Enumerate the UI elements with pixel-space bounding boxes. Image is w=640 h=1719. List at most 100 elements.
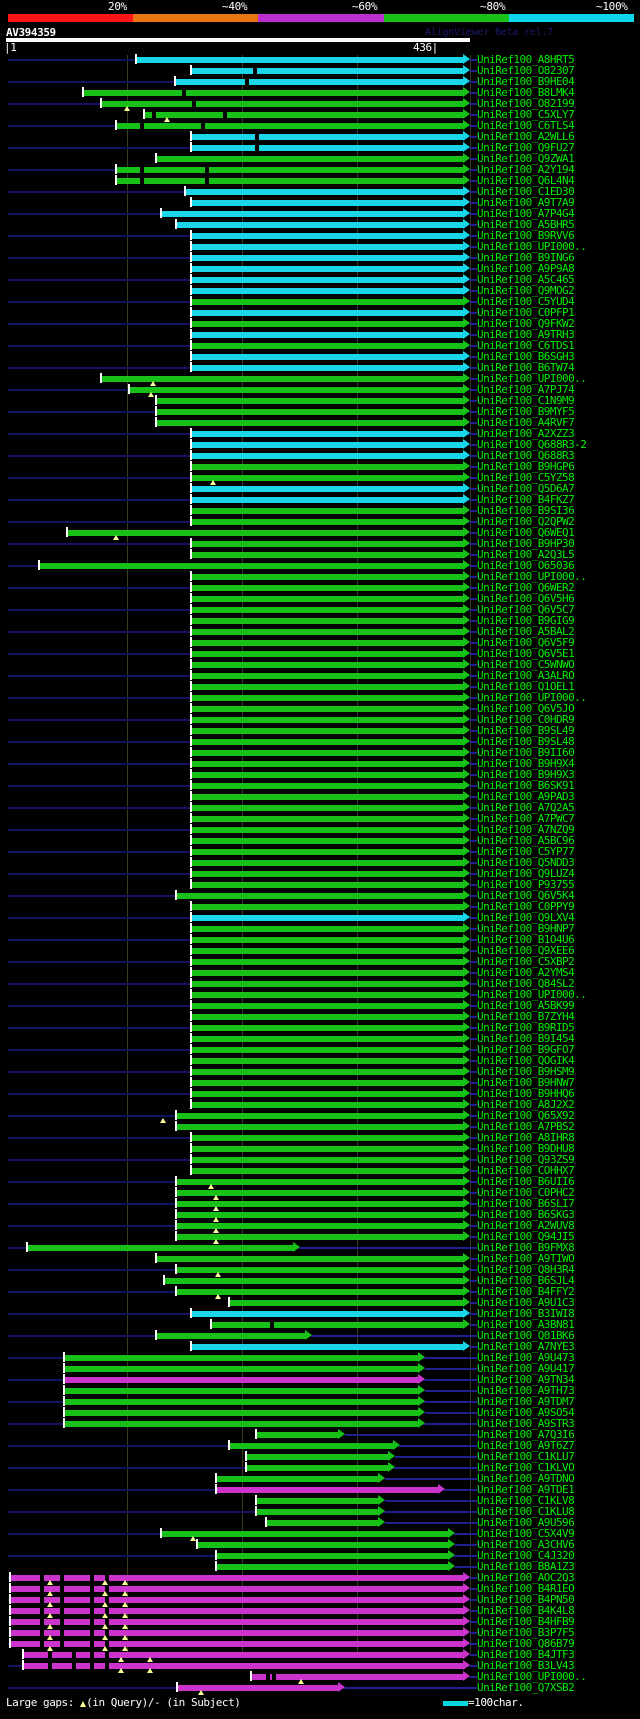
hit-label[interactable]: UniRef100_B3IWI8 xyxy=(477,1307,575,1320)
hsp-bar[interactable] xyxy=(250,1674,463,1680)
hit-label[interactable]: UniRef100_B6SLI7 xyxy=(477,1197,575,1210)
hsp-bar[interactable] xyxy=(190,1069,463,1075)
hit-label[interactable]: UniRef100_A4RVF7 xyxy=(477,416,575,429)
hit-label[interactable]: UniRef100_A2WLL6 xyxy=(477,130,575,143)
alignment-row[interactable]: UniRef100_C0HDR9 xyxy=(0,713,640,726)
hit-label[interactable]: UniRef100_B9FMX8 xyxy=(477,1241,575,1254)
hsp-bar[interactable] xyxy=(115,167,463,173)
hit-label[interactable]: UniRef100_B9MYF5 xyxy=(477,405,575,418)
hit-label[interactable]: UniRef100_Q6L4N4 xyxy=(477,174,575,187)
alignment-row[interactable]: UniRef100_C6TLS4 xyxy=(0,119,640,132)
hsp-bar[interactable] xyxy=(63,1421,418,1427)
hsp-bar[interactable] xyxy=(215,1487,438,1493)
hit-label[interactable]: UniRef100_C5YZ58 xyxy=(477,471,575,484)
hsp-bar[interactable] xyxy=(190,1146,463,1152)
hsp-bar[interactable] xyxy=(22,1663,463,1669)
alignment-row[interactable]: UniRef100_Q9XEE6 xyxy=(0,944,640,957)
alignment-row[interactable]: UniRef100_B9SL48 xyxy=(0,735,640,748)
alignment-row[interactable]: UniRef100_B9SL49 xyxy=(0,724,640,737)
alignment-row[interactable]: UniRef100_A9TN34 xyxy=(0,1373,640,1386)
hsp-bar[interactable] xyxy=(9,1597,463,1603)
hsp-bar[interactable] xyxy=(9,1619,463,1625)
hsp-bar[interactable] xyxy=(160,1531,448,1537)
alignment-row[interactable]: UniRef100_Q6V5JO xyxy=(0,702,640,715)
hit-label[interactable]: UniRef100_UPI000.. xyxy=(477,570,587,583)
alignment-row[interactable]: UniRef100_B3LV43 xyxy=(0,1659,640,1673)
alignment-row[interactable]: UniRef100_Q6V5F9 xyxy=(0,636,640,649)
hsp-bar[interactable] xyxy=(190,200,463,206)
alignment-row[interactable]: UniRef100_A9TIWO xyxy=(0,1252,640,1265)
alignment-row[interactable]: UniRef100_C1ED30 xyxy=(0,185,640,198)
hit-label[interactable]: UniRef100_AOC2Q3 xyxy=(477,1571,575,1584)
hit-label[interactable]: UniRef100_Q93ZS9 xyxy=(477,1153,575,1166)
alignment-row[interactable]: UniRef100_UPI000.. xyxy=(0,372,640,386)
hit-label[interactable]: UniRef100_B9ING6 xyxy=(477,251,575,264)
alignment-row[interactable]: UniRef100_B8LMK4 xyxy=(0,86,640,99)
alignment-row[interactable]: UniRef100_Q5D6A7 xyxy=(0,482,640,495)
hsp-bar[interactable] xyxy=(190,772,463,778)
alignment-row[interactable]: UniRef100_C0PHC2 xyxy=(0,1186,640,1200)
alignment-row[interactable]: UniRef100_Q1OEL1 xyxy=(0,680,640,693)
hit-label[interactable]: UniRef100_B6SGH3 xyxy=(477,350,575,363)
alignment-row[interactable]: UniRef100_A7NYE3 xyxy=(0,1340,640,1353)
hsp-bar[interactable] xyxy=(9,1641,463,1647)
alignment-row[interactable]: UniRef100_C1KLV8 xyxy=(0,1494,640,1507)
alignment-row[interactable]: UniRef100_A9TDNO xyxy=(0,1472,640,1485)
hit-label[interactable]: UniRef100_B6UII6 xyxy=(477,1175,575,1188)
hit-label[interactable]: UniRef100_B9H9X3 xyxy=(477,768,575,781)
alignment-row[interactable]: UniRef100_A7PBS2 xyxy=(0,1120,640,1133)
hsp-bar[interactable] xyxy=(38,563,463,569)
hit-label[interactable]: UniRef100_O82307 xyxy=(477,64,575,77)
hit-label[interactable]: UniRef100_B9HSM9 xyxy=(477,1065,575,1078)
hit-label[interactable]: UniRef100_B4JTF3 xyxy=(477,1648,575,1661)
hsp-bar[interactable] xyxy=(190,255,463,261)
hsp-bar[interactable] xyxy=(190,805,463,811)
hit-label[interactable]: UniRef100_B6SK91 xyxy=(477,779,575,792)
hit-label[interactable]: UniRef100_O82199 xyxy=(477,97,575,110)
alignment-row[interactable]: UniRef100_C0PFP1 xyxy=(0,306,640,319)
hit-label[interactable]: UniRef100_B9HNP7 xyxy=(477,922,575,935)
hsp-bar[interactable] xyxy=(190,695,463,701)
alignment-row[interactable]: UniRef100_Q6WEQ1 xyxy=(0,526,640,540)
alignment-row[interactable]: UniRef100_B9GIG9 xyxy=(0,614,640,627)
hsp-bar[interactable] xyxy=(175,1289,463,1295)
hsp-bar[interactable] xyxy=(228,1300,463,1306)
alignment-row[interactable]: UniRef100_A5BAL2 xyxy=(0,625,640,638)
alignment-row[interactable]: UniRef100_O65036 xyxy=(0,559,640,572)
hsp-bar[interactable] xyxy=(135,57,463,63)
hit-label[interactable]: UniRef100_UPI000.. xyxy=(477,691,587,704)
hit-label[interactable]: UniRef100_B9H9X4 xyxy=(477,757,575,770)
alignment-row[interactable]: UniRef100_B6SJL4 xyxy=(0,1274,640,1287)
hit-label[interactable]: UniRef100_A9T7A9 xyxy=(477,196,575,209)
hsp-bar[interactable] xyxy=(190,904,463,910)
alignment-row[interactable]: UniRef100_A7Q2A5 xyxy=(0,801,640,814)
alignment-row[interactable]: UniRef100_P93755 xyxy=(0,878,640,891)
hsp-bar[interactable] xyxy=(175,1212,463,1218)
hsp-bar[interactable] xyxy=(128,387,463,393)
alignment-row[interactable]: UniRef100_B9DHU8 xyxy=(0,1142,640,1155)
hsp-bar[interactable] xyxy=(190,827,463,833)
hit-label[interactable]: UniRef100_Q9LUZ4 xyxy=(477,867,575,880)
hit-label[interactable]: UniRef100_Q6V5E1 xyxy=(477,647,575,660)
hit-label[interactable]: UniRef100_O65036 xyxy=(477,559,575,572)
alignment-row[interactable]: UniRef100_B9ING6 xyxy=(0,251,640,264)
alignment-row[interactable]: UniRef100_B7ZYH4 xyxy=(0,1010,640,1023)
hit-label[interactable]: UniRef100_A9TDM7 xyxy=(477,1395,575,1408)
hsp-bar[interactable] xyxy=(190,651,463,657)
hit-label[interactable]: UniRef100_B9SL49 xyxy=(477,724,575,737)
hsp-bar[interactable] xyxy=(190,508,463,514)
hsp-bar[interactable] xyxy=(190,519,463,525)
hit-label[interactable]: UniRef100_A7P4G4 xyxy=(477,207,575,220)
alignment-row[interactable]: UniRef100_QOGIK4 xyxy=(0,1054,640,1067)
alignment-row[interactable]: UniRef100_C4J320 xyxy=(0,1549,640,1562)
hit-label[interactable]: UniRef100_UPI000.. xyxy=(477,1670,587,1683)
alignment-row[interactable]: UniRef100_C5WNWO xyxy=(0,658,640,671)
hsp-bar[interactable] xyxy=(215,1553,448,1559)
hsp-bar[interactable] xyxy=(190,1014,463,1020)
hsp-bar[interactable] xyxy=(155,156,463,162)
hit-label[interactable]: UniRef100_B9HHQ6 xyxy=(477,1087,575,1100)
hit-label[interactable]: UniRef100_B4HFB9 xyxy=(477,1615,575,1628)
hit-label[interactable]: UniRef100_Q94JI5 xyxy=(477,1230,575,1243)
hit-label[interactable]: UniRef100_C0PPY9 xyxy=(477,900,575,913)
alignment-row[interactable]: UniRef100_A8J2X2 xyxy=(0,1098,640,1111)
